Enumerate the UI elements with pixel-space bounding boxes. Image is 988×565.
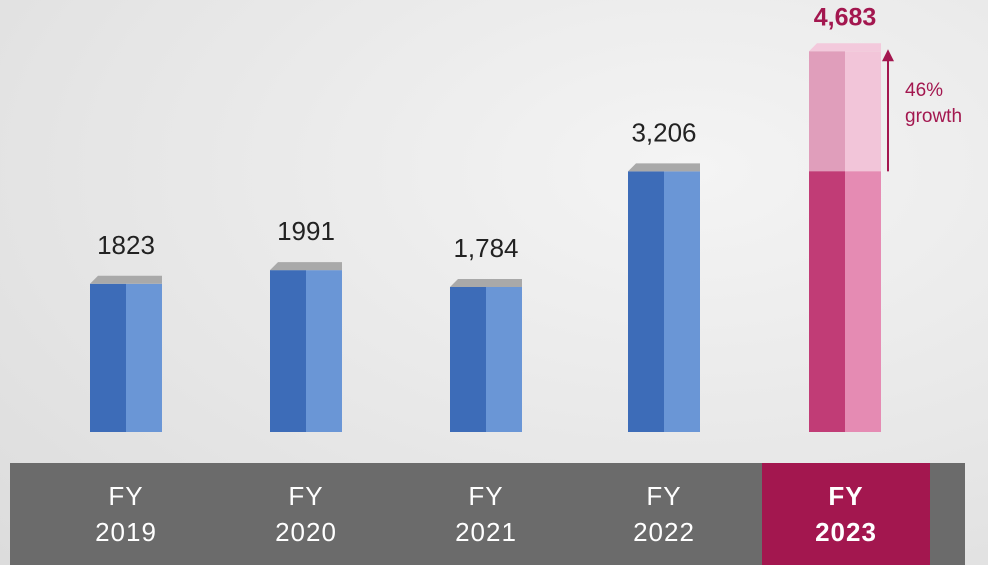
- bar: [270, 270, 342, 432]
- category-cell: FY 2023: [762, 463, 930, 565]
- value-label: 1991: [277, 216, 335, 246]
- x-tick-label: FY 2023: [815, 481, 877, 547]
- value-label: 4,683: [814, 3, 877, 31]
- bar: [628, 171, 700, 432]
- value-label: 1823: [97, 230, 155, 260]
- bar-top: [809, 43, 881, 52]
- category-cell: FY 2019: [51, 463, 201, 565]
- x-tick-label: FY 2022: [633, 481, 695, 547]
- bar-top: [628, 163, 700, 172]
- bar-top: [270, 262, 342, 271]
- category-cell: FY 2020: [231, 463, 381, 565]
- x-tick-label: FY 2021: [455, 481, 517, 547]
- bar-top: [450, 278, 522, 287]
- value-label: 1,784: [453, 233, 518, 263]
- category-cell: FY 2021: [411, 463, 561, 565]
- category-cell: FY 2022: [589, 463, 739, 565]
- bar: [90, 283, 162, 432]
- x-tick-label: FY 2020: [275, 481, 337, 547]
- annotation: 46% growth: [905, 80, 963, 127]
- bar-top: [90, 275, 162, 284]
- growth-arrowhead: [882, 49, 894, 62]
- growth-segment: [809, 51, 881, 172]
- x-tick-label: FY 2019: [95, 481, 157, 547]
- value-label: 3,206: [631, 117, 696, 147]
- bar: [450, 286, 522, 432]
